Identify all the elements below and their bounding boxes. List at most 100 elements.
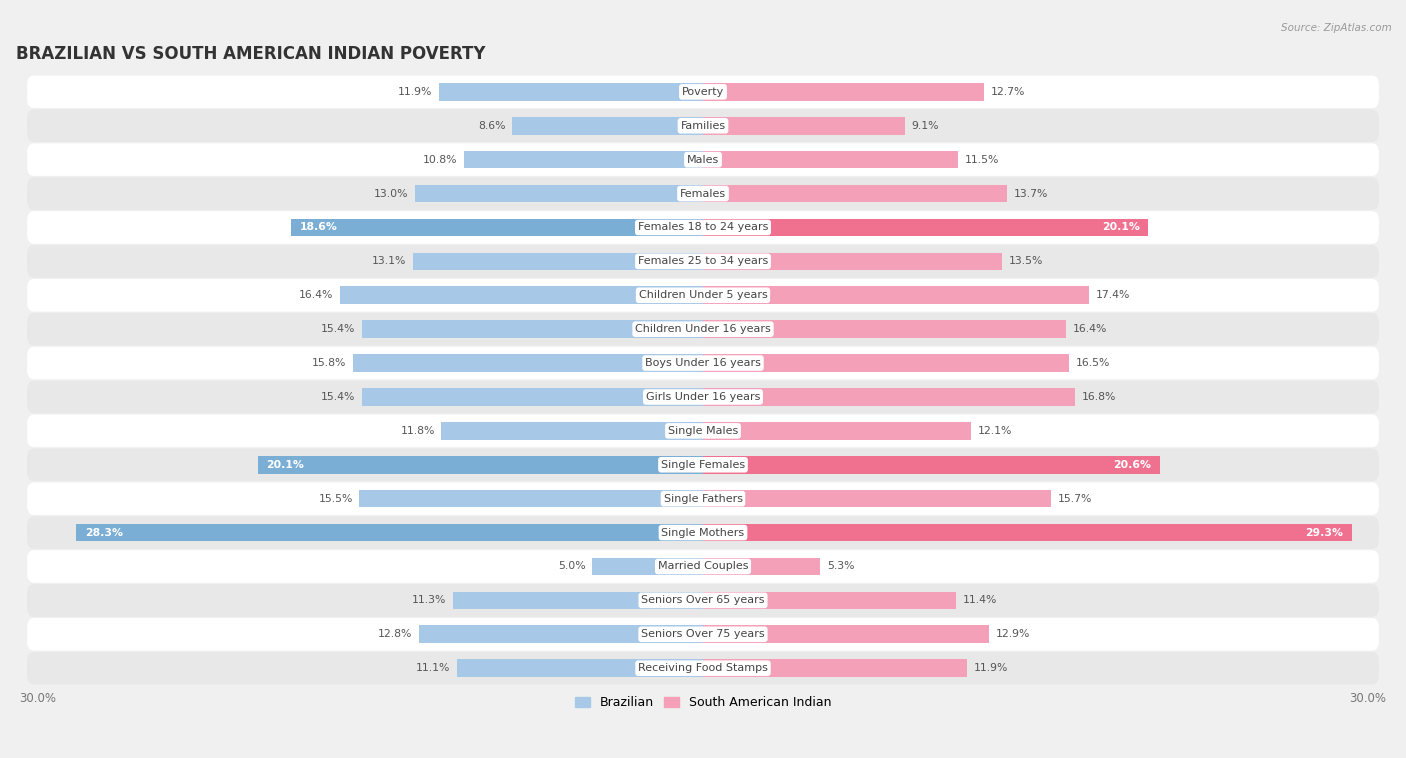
Bar [419, 625, 703, 643]
Text: 28.3%: 28.3% [84, 528, 122, 537]
Bar [415, 185, 703, 202]
Text: Seniors Over 65 years: Seniors Over 65 years [641, 595, 765, 606]
Bar [291, 218, 703, 236]
Text: 16.4%: 16.4% [298, 290, 333, 300]
FancyBboxPatch shape [27, 516, 1379, 549]
Bar [703, 218, 1149, 236]
Text: Married Couples: Married Couples [658, 562, 748, 572]
Text: 11.8%: 11.8% [401, 426, 434, 436]
FancyBboxPatch shape [27, 584, 1379, 617]
Text: 15.4%: 15.4% [321, 392, 356, 402]
FancyBboxPatch shape [27, 245, 1379, 277]
Text: 11.3%: 11.3% [412, 595, 446, 606]
Bar [76, 524, 703, 541]
FancyBboxPatch shape [27, 482, 1379, 515]
Bar [703, 83, 984, 101]
Text: 11.4%: 11.4% [962, 595, 997, 606]
FancyBboxPatch shape [27, 177, 1379, 210]
Text: 15.8%: 15.8% [312, 358, 346, 368]
Text: Females: Females [681, 189, 725, 199]
Text: Source: ZipAtlas.com: Source: ZipAtlas.com [1281, 23, 1392, 33]
Text: 12.1%: 12.1% [977, 426, 1012, 436]
Bar [703, 490, 1050, 508]
Bar [703, 456, 1160, 474]
Text: Females 18 to 24 years: Females 18 to 24 years [638, 222, 768, 233]
Text: 12.8%: 12.8% [378, 629, 412, 639]
Text: 8.6%: 8.6% [478, 121, 506, 131]
Text: 20.6%: 20.6% [1112, 460, 1150, 470]
Text: 20.1%: 20.1% [266, 460, 304, 470]
Bar [453, 591, 703, 609]
Bar [703, 388, 1076, 406]
Bar [703, 625, 988, 643]
Text: 9.1%: 9.1% [911, 121, 939, 131]
Text: Single Females: Single Females [661, 460, 745, 470]
Text: 13.1%: 13.1% [371, 256, 406, 266]
Text: 16.8%: 16.8% [1083, 392, 1116, 402]
Text: Boys Under 16 years: Boys Under 16 years [645, 358, 761, 368]
Text: 18.6%: 18.6% [299, 222, 337, 233]
FancyBboxPatch shape [27, 76, 1379, 108]
FancyBboxPatch shape [27, 415, 1379, 447]
Text: Single Mothers: Single Mothers [661, 528, 745, 537]
FancyBboxPatch shape [27, 313, 1379, 346]
Bar [441, 422, 703, 440]
Bar [703, 591, 956, 609]
FancyBboxPatch shape [27, 381, 1379, 413]
Bar [703, 558, 821, 575]
Bar [703, 524, 1353, 541]
Text: 16.4%: 16.4% [1073, 324, 1108, 334]
Text: 11.9%: 11.9% [398, 87, 433, 97]
FancyBboxPatch shape [27, 143, 1379, 176]
FancyBboxPatch shape [27, 211, 1379, 244]
Bar [257, 456, 703, 474]
Text: 15.5%: 15.5% [318, 493, 353, 503]
Bar [361, 321, 703, 338]
Text: Children Under 16 years: Children Under 16 years [636, 324, 770, 334]
Bar [703, 287, 1088, 304]
Text: 12.9%: 12.9% [995, 629, 1031, 639]
Text: Girls Under 16 years: Girls Under 16 years [645, 392, 761, 402]
Text: 5.3%: 5.3% [827, 562, 855, 572]
Text: BRAZILIAN VS SOUTH AMERICAN INDIAN POVERTY: BRAZILIAN VS SOUTH AMERICAN INDIAN POVER… [15, 45, 485, 64]
Bar [360, 490, 703, 508]
Text: 13.0%: 13.0% [374, 189, 408, 199]
Text: 11.9%: 11.9% [973, 663, 1008, 673]
FancyBboxPatch shape [27, 279, 1379, 312]
Bar [703, 117, 904, 135]
Bar [412, 252, 703, 270]
FancyBboxPatch shape [27, 652, 1379, 684]
Bar [703, 151, 957, 168]
Text: Receiving Food Stamps: Receiving Food Stamps [638, 663, 768, 673]
Text: 15.4%: 15.4% [321, 324, 356, 334]
FancyBboxPatch shape [27, 449, 1379, 481]
Bar [703, 185, 1007, 202]
Legend: Brazilian, South American Indian: Brazilian, South American Indian [569, 691, 837, 714]
Text: 12.7%: 12.7% [991, 87, 1025, 97]
Bar [703, 252, 1002, 270]
Text: 5.0%: 5.0% [558, 562, 585, 572]
Text: Families: Families [681, 121, 725, 131]
Text: 13.7%: 13.7% [1014, 189, 1047, 199]
Bar [703, 321, 1067, 338]
Text: 16.5%: 16.5% [1076, 358, 1109, 368]
Text: Females 25 to 34 years: Females 25 to 34 years [638, 256, 768, 266]
Text: 17.4%: 17.4% [1095, 290, 1129, 300]
Bar [512, 117, 703, 135]
Bar [703, 659, 967, 677]
Bar [339, 287, 703, 304]
Text: Children Under 5 years: Children Under 5 years [638, 290, 768, 300]
Bar [353, 354, 703, 372]
FancyBboxPatch shape [27, 109, 1379, 142]
Bar [439, 83, 703, 101]
Bar [703, 354, 1069, 372]
Text: 11.5%: 11.5% [965, 155, 998, 164]
Bar [361, 388, 703, 406]
Text: Single Males: Single Males [668, 426, 738, 436]
Text: Poverty: Poverty [682, 87, 724, 97]
Text: Single Fathers: Single Fathers [664, 493, 742, 503]
Text: 10.8%: 10.8% [422, 155, 457, 164]
Text: 13.5%: 13.5% [1010, 256, 1043, 266]
FancyBboxPatch shape [27, 618, 1379, 650]
Bar [464, 151, 703, 168]
